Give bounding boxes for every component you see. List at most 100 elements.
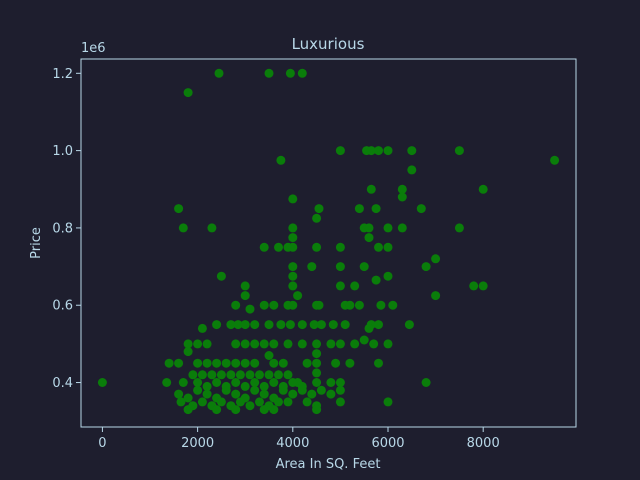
data-point	[212, 378, 222, 387]
data-point	[312, 405, 322, 415]
data-point	[335, 281, 345, 291]
data-point	[326, 389, 336, 399]
data-point	[264, 351, 274, 360]
data-point	[259, 339, 269, 349]
data-point	[240, 358, 250, 368]
data-point	[388, 300, 398, 310]
data-point	[183, 393, 193, 403]
data-point	[364, 233, 374, 243]
data-point	[183, 88, 193, 98]
data-point	[383, 271, 393, 281]
data-point	[431, 291, 441, 301]
data-point	[335, 146, 345, 156]
data-point	[264, 68, 274, 78]
data-point	[162, 378, 172, 387]
data-point	[259, 389, 269, 399]
data-point	[264, 370, 274, 380]
x-axis: 0 2000 4000 6000 8000	[98, 427, 500, 451]
data-point	[255, 397, 264, 407]
data-point	[216, 370, 226, 380]
data-point	[250, 358, 260, 368]
data-point	[345, 300, 355, 310]
data-point	[274, 242, 283, 252]
data-point	[231, 300, 241, 310]
x-tick-label: 6000	[371, 436, 404, 451]
data-point	[240, 381, 250, 391]
data-point	[478, 281, 488, 291]
data-point	[269, 300, 279, 310]
data-point	[193, 385, 203, 395]
data-point	[233, 320, 243, 330]
data-point	[383, 146, 393, 156]
data-point	[297, 320, 307, 330]
data-point	[231, 339, 241, 349]
data-point	[314, 204, 324, 214]
data-point	[178, 378, 188, 387]
data-point	[283, 397, 293, 407]
data-point	[97, 378, 107, 387]
data-point	[328, 320, 338, 330]
data-point	[307, 262, 317, 272]
data-point	[335, 397, 345, 407]
x-tick-label: 4000	[276, 436, 309, 451]
data-point	[397, 223, 407, 233]
data-point	[350, 339, 360, 349]
data-point	[274, 397, 283, 407]
data-point	[335, 339, 345, 349]
data-point	[178, 223, 188, 233]
data-point	[283, 339, 293, 349]
plot-frame	[80, 58, 577, 428]
data-point	[288, 281, 298, 291]
data-point	[283, 370, 293, 380]
data-point	[431, 254, 441, 264]
data-point	[421, 262, 431, 272]
data-point	[288, 233, 298, 243]
data-point	[374, 242, 383, 252]
data-point	[371, 275, 381, 285]
data-point	[240, 281, 250, 291]
data-point	[469, 281, 479, 291]
data-point	[288, 242, 298, 252]
data-point	[197, 370, 207, 380]
data-point	[374, 358, 383, 368]
data-point	[174, 389, 184, 399]
data-point	[276, 155, 286, 165]
data-point	[297, 339, 307, 349]
data-point	[269, 378, 279, 387]
y-tick-label: 0.8	[52, 221, 73, 236]
data-point	[255, 370, 264, 380]
data-point	[193, 378, 203, 387]
data-point	[259, 300, 269, 310]
data-point	[383, 397, 393, 407]
data-point	[176, 397, 186, 407]
data-point	[231, 389, 241, 399]
data-point	[309, 320, 319, 330]
data-point	[207, 370, 217, 380]
data-point	[371, 204, 381, 214]
data-point	[231, 378, 241, 387]
x-tick-label: 0	[98, 436, 106, 451]
data-point	[285, 68, 295, 78]
y-offset-label: 1e6	[81, 41, 106, 56]
data-point	[212, 320, 222, 330]
data-point	[245, 401, 255, 411]
data-point	[302, 397, 312, 407]
data-point	[193, 358, 203, 368]
data-point	[288, 271, 298, 281]
data-point	[269, 358, 279, 368]
data-point	[174, 358, 184, 368]
data-point	[335, 242, 345, 252]
data-point	[454, 146, 464, 156]
data-point	[312, 213, 322, 223]
data-point	[312, 242, 322, 252]
data-point	[278, 358, 288, 368]
data-point	[283, 300, 293, 310]
data-point	[183, 339, 193, 349]
data-point	[376, 300, 386, 310]
data-point	[259, 381, 269, 391]
x-tick-label: 2000	[181, 436, 214, 451]
data-point	[316, 385, 326, 395]
data-point	[250, 385, 260, 395]
data-point	[193, 339, 203, 349]
